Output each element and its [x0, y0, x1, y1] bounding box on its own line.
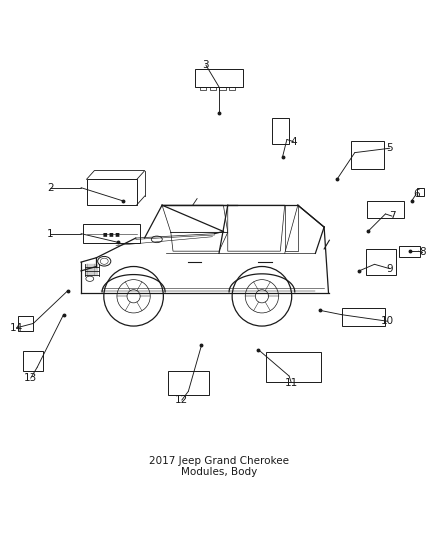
Bar — [219, 87, 226, 91]
Text: 2017 Jeep Grand Cherokee: 2017 Jeep Grand Cherokee — [149, 456, 289, 466]
Text: 12: 12 — [175, 395, 188, 405]
Bar — [272, 118, 289, 144]
Bar — [210, 87, 216, 91]
Bar — [399, 246, 420, 257]
Text: 5: 5 — [386, 143, 393, 154]
Text: 11: 11 — [285, 377, 298, 387]
Text: 14: 14 — [10, 323, 23, 333]
Text: 10: 10 — [381, 316, 394, 326]
Bar — [229, 87, 235, 91]
Text: Modules, Body: Modules, Body — [181, 467, 257, 478]
Bar — [167, 370, 209, 394]
Text: 3: 3 — [202, 60, 209, 70]
Text: 13: 13 — [24, 373, 37, 383]
Bar — [351, 141, 384, 169]
Text: 6: 6 — [413, 189, 420, 199]
Bar — [367, 201, 404, 218]
Bar — [266, 352, 321, 382]
Bar — [83, 224, 140, 243]
Text: 7: 7 — [389, 211, 396, 221]
Bar — [195, 69, 243, 87]
Bar — [87, 179, 137, 205]
Bar — [23, 351, 42, 370]
Text: 2: 2 — [47, 183, 54, 192]
Text: 1: 1 — [47, 229, 54, 239]
Text: 8: 8 — [419, 247, 426, 257]
Bar — [417, 188, 424, 196]
Text: ■ ■ ■: ■ ■ ■ — [103, 231, 120, 236]
Bar — [366, 249, 396, 275]
Bar — [342, 308, 385, 326]
Text: 9: 9 — [386, 264, 393, 273]
Text: 4: 4 — [290, 136, 297, 147]
Bar — [200, 87, 206, 91]
Bar — [18, 316, 33, 331]
